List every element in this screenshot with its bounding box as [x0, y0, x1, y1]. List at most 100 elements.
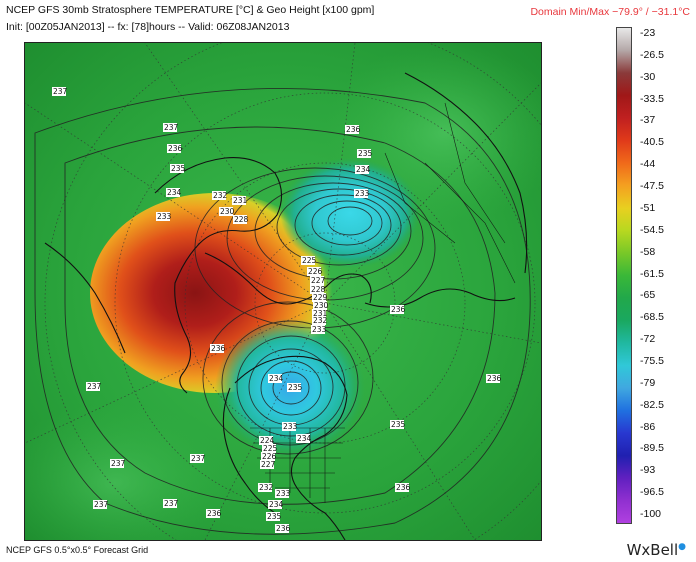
- height-label: 236: [396, 483, 411, 492]
- map-label-bg: [206, 509, 220, 518]
- map-label-bg: [312, 316, 326, 325]
- map-label-bg: [262, 444, 276, 453]
- height-label: 227: [311, 276, 326, 285]
- height-label: 235: [267, 512, 282, 521]
- height-label: 233: [355, 189, 370, 198]
- map-label-bg: [268, 374, 282, 383]
- height-label: 235: [288, 383, 303, 392]
- colorbar-tick-label: -79: [640, 376, 656, 389]
- map-label-bg: [345, 125, 359, 134]
- colorbar-tick-label: -72: [640, 333, 656, 346]
- colorbar-tick-label: -37: [640, 114, 656, 127]
- height-label: 236: [346, 125, 361, 134]
- map-label-bg: [52, 87, 66, 96]
- init-valid-line: Init: [00Z05JAN2013] -- fx: [78]hours --…: [6, 21, 290, 33]
- height-label: 229: [313, 293, 328, 302]
- domain-min-max: Domain Min/Max −79.9° / −31.1°C: [530, 6, 690, 18]
- wxbell-logo: WxBell●: [627, 541, 686, 559]
- forecast-map: 237 237 236 235 234 233 232 231 230 228 236 235 234 2…: [24, 42, 542, 541]
- height-label: 237: [53, 87, 68, 96]
- height-label: 232: [313, 316, 328, 325]
- map-label-bg: [390, 420, 404, 429]
- height-label: 233: [283, 422, 298, 431]
- map-label-bg: [390, 305, 404, 314]
- height-label: 236: [487, 374, 502, 383]
- map-label-bg: [275, 524, 289, 533]
- height-label: 225: [302, 256, 317, 265]
- political-boundaries: [250, 102, 516, 503]
- map-label-bg: [260, 460, 274, 469]
- colorbar-tick-label: -30: [640, 70, 656, 83]
- colorbar-tick-label: -44: [640, 158, 656, 171]
- height-label: 234: [269, 500, 284, 509]
- map-label-bg: [287, 383, 301, 392]
- height-label: 236: [207, 509, 222, 518]
- colorbar-tick-label: -75.5: [640, 354, 664, 367]
- height-label: 230: [314, 301, 329, 310]
- colorbar-tick-label: -65: [640, 289, 656, 302]
- height-label: 237: [111, 459, 126, 468]
- map-label-bg: [354, 189, 368, 198]
- height-label: 233: [276, 489, 291, 498]
- height-label: 232: [259, 483, 274, 492]
- map-canvas: 2372372362352342332322312302282362352342…: [25, 43, 541, 540]
- map-label-bg: [166, 188, 180, 197]
- map-label-bg: [93, 500, 107, 509]
- map-label-bg: [395, 483, 409, 492]
- height-label: 237: [164, 123, 179, 132]
- map-label-bg: [170, 164, 184, 173]
- map-label-layer: 2372372362352342332322312302282362352342…: [52, 87, 502, 533]
- map-label-bg: [167, 144, 181, 153]
- colorbar-tick-label: -47.5: [640, 180, 664, 193]
- map-label-bg: [268, 500, 282, 509]
- height-label: 236: [211, 344, 226, 353]
- colorbar-tick-label: -93: [640, 464, 656, 477]
- colorbar-tick-label: -54.5: [640, 223, 664, 236]
- map-label-bg: [156, 212, 170, 221]
- map-label-bg: [163, 499, 177, 508]
- map-label-bg: [301, 256, 315, 265]
- height-label: 237: [94, 500, 109, 509]
- height-label: 228: [311, 285, 326, 294]
- colorbar-tick-label: -86: [640, 420, 656, 433]
- height-label: 234: [269, 374, 284, 383]
- map-label-bg: [310, 276, 324, 285]
- height-label: 228: [234, 215, 249, 224]
- map-label-bg: [110, 459, 124, 468]
- map-label-bg: [313, 301, 327, 310]
- map-label-bg: [266, 512, 280, 521]
- colorbar-tick-label: -96.5: [640, 486, 664, 499]
- height-label: 237: [87, 382, 102, 391]
- height-label: 236: [168, 144, 183, 153]
- colorbar-tick-label: -82.5: [640, 398, 664, 411]
- map-label-bg: [232, 196, 246, 205]
- map-label-bg: [259, 436, 273, 445]
- map-label-bg: [210, 344, 224, 353]
- height-label: 235: [171, 164, 186, 173]
- logo-text: WxBell: [626, 541, 679, 559]
- map-label-bg: [486, 374, 500, 383]
- map-label-bg: [219, 207, 233, 216]
- height-label: 231: [313, 309, 328, 318]
- height-label: 235: [358, 149, 373, 158]
- logo-dot-icon: ●: [678, 542, 686, 552]
- height-label: 233: [157, 212, 172, 221]
- map-label-bg: [212, 191, 226, 200]
- colorbar-tick-label: -23: [640, 27, 656, 39]
- height-label: 230: [220, 207, 235, 216]
- map-label-bg: [312, 309, 326, 318]
- map-label-bg: [275, 489, 289, 498]
- colorbar-tick-label: -51: [640, 201, 656, 214]
- colorbar-tick-label: -58: [640, 245, 656, 258]
- map-label-bg: [357, 149, 371, 158]
- height-label: 224: [260, 436, 275, 445]
- map-label-bg: [310, 285, 324, 294]
- height-label: 234: [356, 165, 371, 174]
- forecast-grid-footer: NCEP GFS 0.5°x0.5° Forecast Grid: [6, 545, 149, 555]
- height-label: 232: [213, 191, 228, 200]
- temperature-colorbar: [616, 27, 632, 524]
- height-label: 234: [167, 188, 182, 197]
- cold-vortex-north: [280, 158, 420, 268]
- map-label-bg: [233, 215, 247, 224]
- colorbar-tick-label: -26.5: [640, 48, 664, 61]
